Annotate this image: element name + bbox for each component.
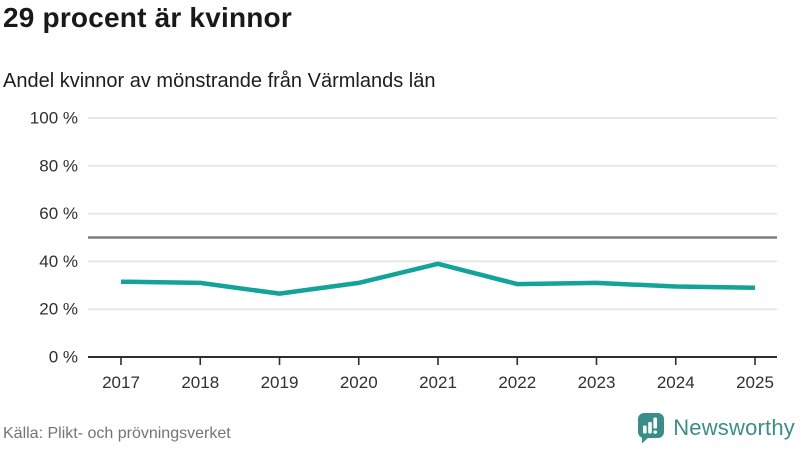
newsworthy-logo: Newsworthy: [635, 411, 795, 444]
newsworthy-wordmark: Newsworthy: [673, 414, 795, 440]
x-axis-label: 2024: [657, 373, 695, 392]
speech-bubble-tail: [642, 436, 651, 444]
chart-title: 29 procent är kvinnor: [3, 2, 292, 33]
y-axis-label: 20 %: [39, 300, 78, 319]
x-axis-label: 2018: [181, 373, 219, 392]
data-line: [120, 261, 756, 296]
bar-small: [643, 425, 647, 434]
newsworthy-logo-icon: [638, 413, 665, 444]
exclamation-dot: [653, 430, 658, 434]
y-axis-label: 60 %: [39, 204, 78, 223]
x-axis-label: 2020: [340, 373, 378, 392]
x-axis-label: 2022: [498, 373, 536, 392]
x-axis-label: 2023: [578, 373, 616, 392]
x-axis-label: 2025: [736, 373, 774, 392]
y-axis-label: 40 %: [39, 252, 78, 271]
y-axis-label: 100 %: [30, 109, 78, 128]
exclamation-bar: [653, 417, 658, 429]
source-note: Källa: Plikt- och prövningsverket: [3, 425, 231, 442]
y-axis-label: 80 %: [39, 156, 78, 175]
y-axis-label: 0 %: [49, 348, 78, 367]
chart-subtitle: Andel kvinnor av mönstrande från Värmlan…: [3, 70, 436, 92]
bar-medium: [648, 422, 652, 434]
x-axis-label: 2019: [261, 373, 299, 392]
x-axis-label: 2021: [419, 373, 457, 392]
x-axis-label: 2017: [102, 373, 140, 392]
